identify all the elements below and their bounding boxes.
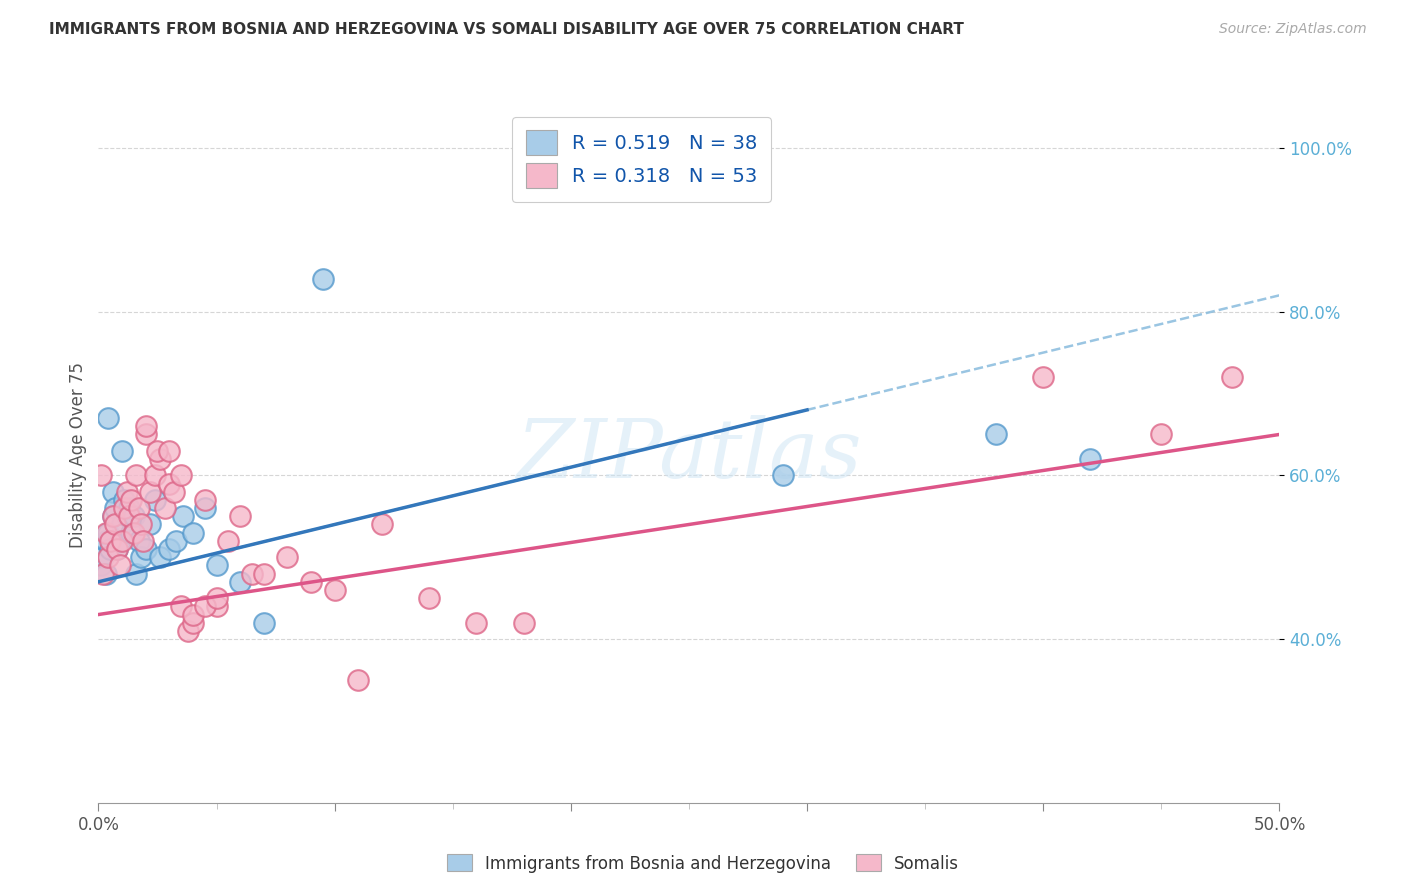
Point bbox=[146, 443, 169, 458]
Point bbox=[121, 492, 143, 507]
Point bbox=[98, 533, 121, 548]
Point bbox=[97, 411, 120, 425]
Point bbox=[512, 615, 534, 630]
Point bbox=[157, 443, 180, 458]
Point bbox=[205, 599, 228, 614]
Text: IMMIGRANTS FROM BOSNIA AND HERZEGOVINA VS SOMALI DISABILITY AGE OVER 75 CORRELAT: IMMIGRANTS FROM BOSNIA AND HERZEGOVINA V… bbox=[49, 22, 965, 37]
Point bbox=[139, 484, 162, 499]
Point bbox=[108, 533, 131, 548]
Point bbox=[91, 566, 114, 581]
Legend: Immigrants from Bosnia and Herzegovina, Somalis: Immigrants from Bosnia and Herzegovina, … bbox=[440, 847, 966, 880]
Point bbox=[163, 484, 186, 499]
Y-axis label: Disability Age Over 75: Disability Age Over 75 bbox=[69, 362, 87, 548]
Point bbox=[149, 452, 172, 467]
Point bbox=[94, 533, 117, 548]
Point bbox=[91, 550, 114, 565]
Point bbox=[157, 476, 180, 491]
Point bbox=[323, 582, 346, 597]
Point bbox=[240, 566, 263, 581]
Point bbox=[128, 533, 150, 548]
Point bbox=[1080, 452, 1102, 467]
Point bbox=[1220, 370, 1243, 384]
Point bbox=[253, 566, 276, 581]
Point bbox=[105, 542, 128, 557]
Point bbox=[135, 542, 157, 557]
Point bbox=[172, 509, 194, 524]
Point bbox=[129, 550, 152, 565]
Point bbox=[90, 468, 112, 483]
Point bbox=[165, 533, 187, 548]
Point bbox=[465, 615, 488, 630]
Point bbox=[217, 533, 239, 548]
Point bbox=[112, 492, 135, 507]
Point bbox=[122, 509, 145, 524]
Point bbox=[97, 550, 120, 565]
Point bbox=[112, 501, 135, 516]
Point bbox=[118, 501, 141, 516]
Point bbox=[229, 574, 252, 589]
Point bbox=[115, 484, 138, 499]
Point bbox=[205, 558, 228, 573]
Point bbox=[135, 427, 157, 442]
Point bbox=[153, 501, 176, 516]
Point bbox=[253, 615, 276, 630]
Point bbox=[181, 607, 204, 622]
Point bbox=[139, 517, 162, 532]
Point bbox=[299, 574, 322, 589]
Point bbox=[118, 509, 141, 524]
Legend: R = 0.519   N = 38, R = 0.318   N = 53: R = 0.519 N = 38, R = 0.318 N = 53 bbox=[512, 117, 772, 202]
Point bbox=[132, 533, 155, 548]
Point bbox=[177, 624, 200, 638]
Point bbox=[125, 566, 148, 581]
Point bbox=[111, 517, 134, 532]
Point bbox=[121, 525, 143, 540]
Point bbox=[101, 509, 124, 524]
Point bbox=[105, 542, 128, 557]
Point bbox=[984, 427, 1007, 442]
Point bbox=[149, 550, 172, 565]
Point bbox=[143, 492, 166, 507]
Point bbox=[128, 501, 150, 516]
Point bbox=[229, 509, 252, 524]
Point bbox=[129, 517, 152, 532]
Point bbox=[772, 468, 794, 483]
Point bbox=[104, 517, 127, 532]
Point bbox=[1150, 427, 1173, 442]
Point bbox=[94, 525, 117, 540]
Point bbox=[347, 673, 370, 687]
Point bbox=[94, 566, 117, 581]
Point bbox=[371, 517, 394, 532]
Point bbox=[111, 533, 134, 548]
Point bbox=[170, 599, 193, 614]
Point bbox=[108, 558, 131, 573]
Point bbox=[111, 443, 134, 458]
Point bbox=[312, 272, 335, 286]
Point bbox=[115, 509, 138, 524]
Text: ZIPatlas: ZIPatlas bbox=[516, 415, 862, 495]
Point bbox=[181, 615, 204, 630]
Point bbox=[1032, 370, 1054, 384]
Text: Source: ZipAtlas.com: Source: ZipAtlas.com bbox=[1219, 22, 1367, 37]
Point bbox=[194, 501, 217, 516]
Point bbox=[194, 599, 217, 614]
Point bbox=[143, 468, 166, 483]
Point bbox=[194, 492, 217, 507]
Point bbox=[135, 419, 157, 434]
Point bbox=[170, 468, 193, 483]
Point bbox=[418, 591, 440, 606]
Point bbox=[157, 542, 180, 557]
Point bbox=[104, 501, 127, 516]
Point bbox=[97, 525, 120, 540]
Point bbox=[98, 542, 121, 557]
Point bbox=[125, 468, 148, 483]
Point bbox=[122, 525, 145, 540]
Point bbox=[90, 558, 112, 573]
Point bbox=[276, 550, 298, 565]
Point bbox=[181, 525, 204, 540]
Point bbox=[101, 484, 124, 499]
Point bbox=[205, 591, 228, 606]
Point bbox=[101, 509, 124, 524]
